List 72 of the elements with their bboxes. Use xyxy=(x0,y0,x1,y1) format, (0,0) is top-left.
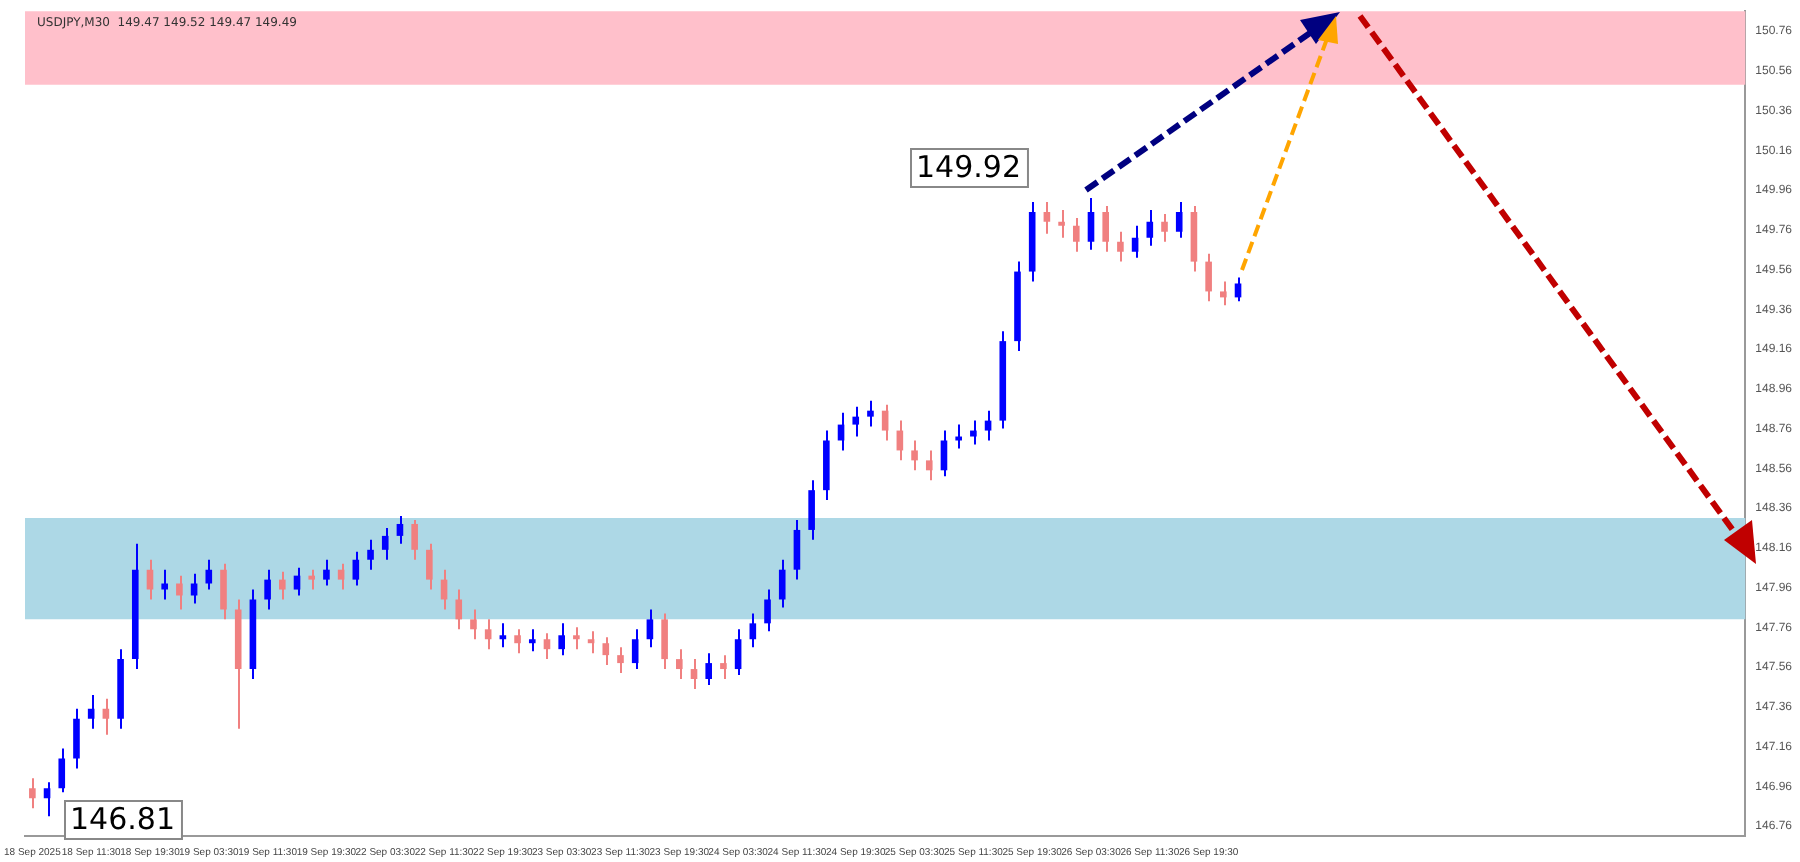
candlestick xyxy=(87,693,95,730)
candlestick xyxy=(940,429,948,478)
candlestick xyxy=(881,403,889,442)
candlestick xyxy=(970,419,977,446)
candlestick xyxy=(587,630,595,655)
candlestick xyxy=(352,550,360,587)
candlestick xyxy=(514,628,521,655)
candlestick xyxy=(381,526,389,561)
candlestick xyxy=(161,568,168,601)
candlestick xyxy=(720,654,727,680)
candlestick xyxy=(1146,208,1154,247)
candlestick xyxy=(911,439,918,472)
candlestick xyxy=(1072,216,1080,253)
candlestick xyxy=(426,542,433,591)
candlestick xyxy=(411,518,418,561)
candlestick xyxy=(573,626,580,651)
candlestick xyxy=(43,781,51,818)
candlestick xyxy=(1102,204,1110,253)
candlestick xyxy=(293,566,301,597)
candlestick xyxy=(543,632,551,661)
candlestick xyxy=(1205,252,1212,303)
candlestick xyxy=(102,697,110,736)
candlestick xyxy=(176,574,183,611)
annotation: 146.81 xyxy=(70,800,175,837)
candlestick xyxy=(484,618,492,651)
candlestick xyxy=(528,628,536,653)
candlestick xyxy=(808,479,815,541)
candlestick xyxy=(984,409,992,442)
candlestick xyxy=(337,562,345,591)
candlestick xyxy=(1234,276,1242,303)
candlestick xyxy=(146,558,154,601)
candlestick xyxy=(676,648,683,680)
candlestick xyxy=(29,777,36,810)
candlestick xyxy=(705,652,713,686)
candlestick xyxy=(646,608,654,649)
candlestick xyxy=(499,622,507,649)
candlestick xyxy=(1131,224,1139,259)
candlestick xyxy=(264,568,271,611)
candlestick xyxy=(631,628,639,671)
candlestick xyxy=(749,612,757,649)
candlestick xyxy=(1058,208,1065,239)
candlestick xyxy=(661,612,668,671)
candlestick xyxy=(793,518,801,581)
candlestick xyxy=(1087,197,1095,251)
candlestick xyxy=(764,588,771,633)
candlestick xyxy=(279,570,286,601)
candlestick xyxy=(734,628,742,677)
candlestick xyxy=(602,636,610,667)
candlestick xyxy=(73,707,80,770)
candlestick xyxy=(617,646,624,675)
candlestick xyxy=(190,572,198,605)
candlestick xyxy=(1220,280,1227,307)
candlestick xyxy=(323,558,330,587)
candlestick xyxy=(1117,230,1124,263)
candlestick xyxy=(58,747,66,794)
candlestick xyxy=(396,515,404,545)
candlestick xyxy=(470,608,477,641)
candlestick xyxy=(1175,201,1183,239)
annotation: 149.92 xyxy=(916,148,1021,185)
candlestick xyxy=(367,538,374,571)
candlestick xyxy=(1161,212,1168,243)
candlestick xyxy=(852,405,860,438)
candlestick xyxy=(925,449,933,482)
candlestick xyxy=(867,399,874,428)
candlestick xyxy=(205,558,213,591)
candlestick xyxy=(558,622,565,657)
candlestick xyxy=(778,558,786,609)
candlestick xyxy=(308,568,316,591)
candlestick xyxy=(690,658,698,690)
candlestick xyxy=(455,588,463,631)
candlestick xyxy=(1043,201,1051,235)
candlestick xyxy=(220,562,227,621)
